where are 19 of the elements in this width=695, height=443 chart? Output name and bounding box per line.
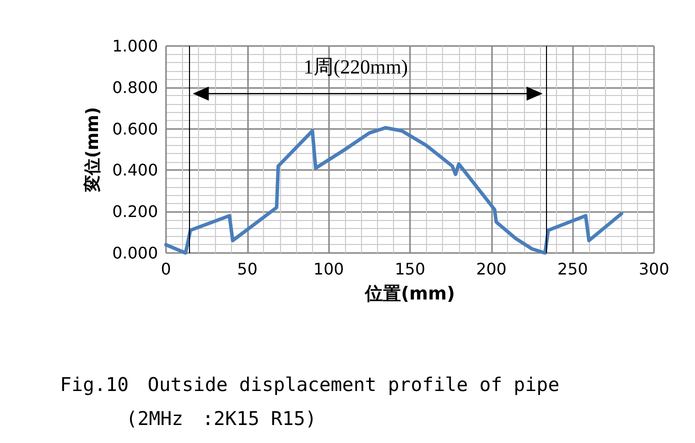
y-tick-label: 0.000 (112, 244, 158, 262)
line-series (164, 126, 624, 255)
x-tick-label: 100 (313, 260, 344, 278)
y-tick-label: 0.600 (112, 119, 158, 138)
x-tick-label: 150 (394, 260, 426, 278)
text: (2MHz :2K15 R15) (126, 407, 317, 432)
y-axis-title: 変位(mm) (82, 107, 103, 193)
y-tick-label: 0.800 (112, 78, 158, 97)
y-tick-label: 0.400 (112, 160, 158, 180)
caption: Fig.10 Outside displacement profile of pipe (60, 373, 560, 398)
x-tick-label: 200 (476, 260, 507, 278)
annotation: 1周(220mm) (303, 56, 408, 79)
x-axis-title: 位置(mm) (364, 284, 455, 304)
x-tick-label: 300 (638, 260, 670, 278)
y-tick-label: 0.200 (112, 202, 158, 222)
x-tick-label: 50 (237, 260, 258, 278)
y-tick-label: 1.000 (112, 36, 158, 56)
x-tick-label: 250 (557, 260, 588, 278)
x-tick-label: 0 (160, 260, 172, 278)
